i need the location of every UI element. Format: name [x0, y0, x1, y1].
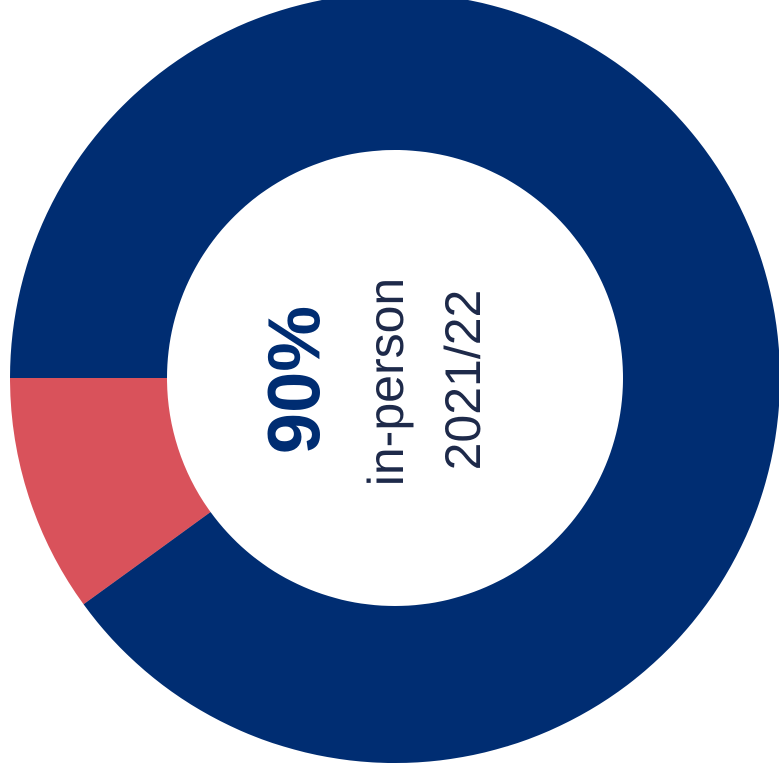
donut-slice — [10, 378, 211, 605]
donut-slice — [10, 0, 779, 763]
donut — [10, 0, 779, 763]
center-category-label: in-person — [358, 278, 414, 486]
center-subtitle: 2021/22 — [435, 290, 491, 471]
center-value-label: 90% — [253, 306, 336, 454]
